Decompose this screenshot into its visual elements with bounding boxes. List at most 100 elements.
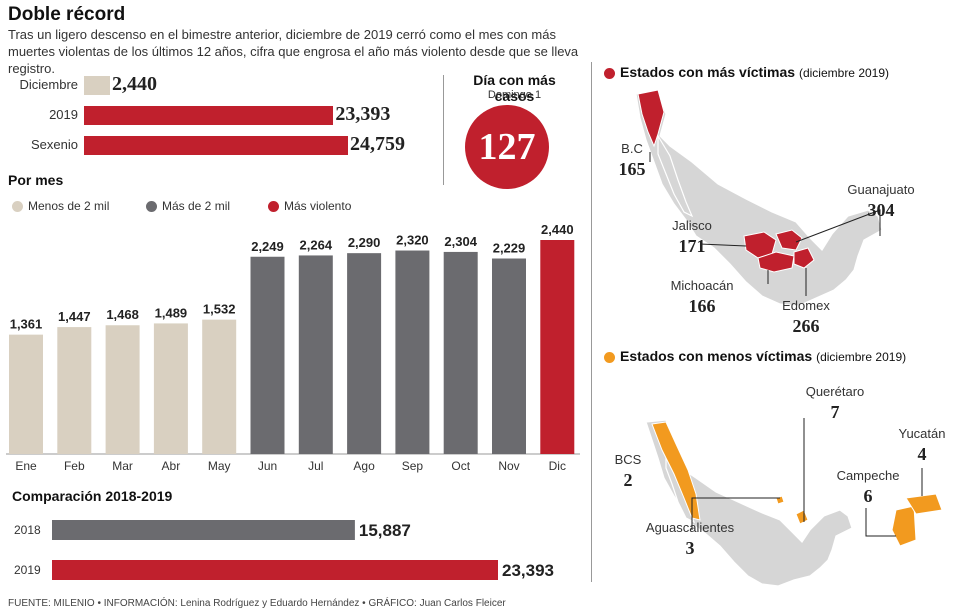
state-value-yucatan: 4 — [917, 444, 927, 464]
state-label-yucatan: Yucatán — [898, 426, 946, 441]
state-value-michoacan: 166 — [688, 296, 716, 316]
monthly-tick-label: Ene — [15, 459, 37, 473]
comparison-bar-chart: 2018 15,887 2019 23,393 — [14, 520, 554, 580]
monthly-bar-label: 2,264 — [300, 237, 333, 252]
monthly-tick-label: Sep — [402, 459, 424, 473]
monthly-bar-mar — [105, 325, 140, 454]
monthly-tick-label: Ago — [353, 459, 375, 473]
state-label-edomex: Edomex — [782, 298, 830, 313]
monthly-bar-may — [202, 319, 237, 454]
monthly-bar-jun — [250, 256, 285, 454]
summary-value-diciembre: 2,440 — [112, 73, 158, 95]
state-yucatan-shape — [905, 493, 943, 515]
state-label-guanajuato: Guanajuato — [847, 182, 915, 197]
state-guanajuato-shape — [775, 229, 803, 251]
page-subtitle: Tras un ligero descenso en el bimestre a… — [8, 27, 579, 76]
monthly-tick-label: Jun — [258, 459, 277, 473]
leader-lines-bottom — [691, 418, 923, 537]
state-label-bc: B.C — [621, 141, 643, 156]
state-label-michoacan: Michoacán — [670, 278, 734, 293]
max-day-subtitle: Domingo 1 — [487, 89, 542, 101]
mexico-outline-top — [635, 89, 883, 307]
state-michoacan-shape — [757, 251, 795, 273]
legend-dot-mid — [146, 201, 157, 212]
monthly-bar-dic — [540, 240, 575, 454]
state-aguascalientes-shape — [775, 495, 785, 505]
monthly-bar-label: 2,320 — [396, 233, 429, 248]
comparison-tick-label: 2019 — [14, 563, 41, 577]
monthly-bar-label: 1,532 — [203, 302, 236, 317]
comparison-bar-2018 — [52, 520, 355, 540]
state-value-bc: 165 — [618, 159, 646, 179]
state-value-edomex: 266 — [792, 316, 820, 336]
leader-lines-top — [649, 152, 881, 296]
comparison-title: Comparación 2018-2019 — [12, 488, 173, 504]
summary-value-2019: 23,393 — [335, 103, 391, 125]
state-edomex-shape — [793, 247, 815, 269]
state-bc-shape — [637, 89, 665, 148]
state-campeche-shape — [891, 505, 917, 547]
monthly-bar-chart: 1,361 Ene 1,447 Feb 1,468 Mar 1,489 Abr 1,532 May… — [6, 222, 580, 473]
separator-left — [443, 75, 444, 185]
summary-bar-2019 — [84, 106, 334, 125]
state-label-queretaro: Querétaro — [805, 384, 865, 399]
max-day-circle: 127 — [465, 105, 549, 189]
summary-bar-sexenio — [84, 136, 348, 155]
state-label-aguascalientes: Aguascalientes — [645, 520, 735, 535]
state-value-aguascalientes: 3 — [685, 538, 695, 558]
comparison-tick-label: 2018 — [14, 523, 41, 537]
map-least-victims — [645, 418, 943, 587]
page-title: Doble récord — [8, 4, 126, 25]
monthly-bar-label: 2,440 — [541, 222, 574, 237]
monthly-bar-abr — [153, 323, 188, 454]
monthly-tick-label: Nov — [498, 459, 519, 473]
monthly-bar-ene — [9, 334, 43, 454]
map-most-dot — [604, 68, 615, 79]
monthly-bar-label: 2,290 — [348, 235, 381, 250]
summary-label-diciembre: Diciembre — [19, 77, 78, 92]
highlight-states-orange — [651, 421, 943, 547]
state-label-bcs: BCS — [614, 452, 642, 467]
monthly-tick-label: Oct — [451, 459, 470, 473]
monthly-tick-label: Feb — [64, 459, 85, 473]
legend-label-mid: Más de 2 mil — [162, 199, 231, 213]
comparison-value-label: 23,393 — [502, 561, 554, 580]
map-most-victims — [635, 89, 883, 307]
monthly-bar-label: 1,361 — [10, 317, 43, 332]
monthly-bar-nov — [492, 258, 526, 454]
monthly-bar-feb — [57, 327, 92, 454]
map-most-title: Estados con más víctimas (diciembre 2019… — [620, 64, 890, 80]
separator-map — [591, 62, 592, 582]
legend-label-low: Menos de 2 mil — [28, 199, 110, 213]
monthly-bar-sep — [395, 250, 430, 454]
highlight-states-red — [637, 89, 815, 273]
monthly-tick-label: Jul — [308, 459, 323, 473]
state-label-campeche: Campeche — [836, 468, 900, 483]
state-value-jalisco: 171 — [678, 236, 706, 256]
state-bcs-shape — [651, 421, 701, 521]
legend-dot-low — [12, 201, 23, 212]
summary-value-sexenio: 24,759 — [350, 133, 405, 155]
legend-label-high: Más violento — [284, 199, 352, 213]
monthly-tick-label: May — [208, 459, 231, 473]
monthly-bar-label: 1,468 — [106, 307, 139, 322]
footer-credits: FUENTE: MILENIO • INFORMACIÓN: Lenina Ro… — [8, 598, 506, 609]
monthly-tick-label: Mar — [112, 459, 133, 473]
monthly-bar-label: 2,229 — [493, 241, 526, 256]
state-value-campeche: 6 — [863, 486, 873, 506]
state-value-bcs: 2 — [623, 470, 633, 490]
comparison-bar-2019 — [52, 560, 498, 580]
monthly-bar-ago — [347, 253, 382, 454]
monthly-bar-label: 2,249 — [251, 239, 284, 254]
map-least-dot — [604, 352, 615, 363]
summary-bar-diciembre — [84, 76, 111, 95]
state-value-guanajuato: 304 — [867, 200, 895, 220]
comparison-value-label: 15,887 — [359, 521, 411, 540]
monthly-title: Por mes — [8, 172, 64, 188]
summary-label-2019: 2019 — [49, 107, 78, 122]
monthly-bar-jul — [298, 255, 333, 454]
monthly-bar-label: 2,304 — [444, 234, 477, 249]
monthly-bar-label: 1,447 — [58, 309, 91, 324]
state-queretaro-shape — [795, 509, 809, 525]
legend-dot-high — [268, 201, 279, 212]
